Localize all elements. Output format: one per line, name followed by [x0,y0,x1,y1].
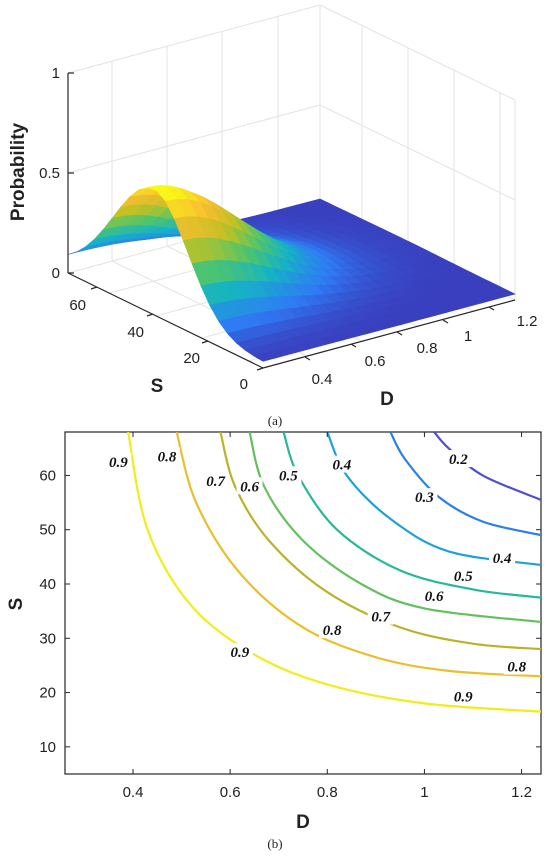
contour-x-tick: 0.6 [220,784,241,801]
panel-a-caption: (a) [268,413,282,428]
surface-y-tick: 40 [127,324,144,341]
contour-label: 0.5 [454,569,473,585]
surface-patch [253,352,276,362]
contour-label-gap [411,488,438,506]
contour-label: 0.7 [206,474,225,490]
contour-line [389,432,541,537]
contour-lines: 0.9 0.9 0.9 0.8 0.8 0.8 0.7 0.7 0.6 0.6 0.5 0.5 0.4 0… [105,432,541,713]
contour-x-tick: 0.8 [317,784,338,801]
contour-panel: 0.90.90.90.80.80.80.70.70.60.60.50.50.40… [6,431,542,851]
contour-label: 0.4 [333,458,352,474]
contour-label-gap [450,566,477,584]
contour-label-gap [450,687,477,705]
contour-label-gap [367,607,394,625]
contour-line [248,432,541,624]
surface-mesh [67,185,516,362]
contour-y-tick: 60 [39,467,56,484]
contour-y-tick: 40 [39,576,56,593]
contour-label-gap [202,471,229,489]
contour-plot-area [64,431,542,775]
surface-z-tick: 0.5 [39,165,60,182]
contour-label: 0.5 [279,468,298,484]
contour-label-gap [226,642,253,660]
surface-x-tick: 1 [464,328,472,345]
surface-y-label: S [151,376,164,397]
contour-y-tick: 20 [39,685,56,702]
contour-x-tick: 1 [420,784,428,801]
surface-x-label: D [380,389,394,410]
surface-y-tick: 20 [183,350,200,367]
surface-z-label: Probability [8,122,29,221]
contour-line [127,432,541,713]
contour-label-gap [236,477,263,495]
contour-label: 0.8 [158,449,177,465]
contour-label: 0.9 [109,455,128,471]
contour-line [175,432,541,678]
contour-line [219,432,541,651]
contour-y-tick: 10 [39,739,56,756]
contour-label: 0.2 [449,452,468,468]
surface-z-tick: 0 [52,265,60,282]
surface-x-tick: 0.8 [417,340,438,357]
contour-label: 0.9 [231,645,250,661]
contour-x-tick: 1.2 [511,784,532,801]
surface-panel: 0 0.5 1 0 20 40 60 0.4 0.6 0.8 1 1.2 Pro… [8,4,538,428]
contour-label-gap [105,452,132,470]
panel-b-caption: (b) [267,836,282,851]
surface-y-tick: 60 [69,297,86,314]
contour-label-gap [503,657,530,675]
surface-y-tick: 0 [240,376,248,393]
contour-label: 0.8 [323,623,342,639]
contour-label-gap [319,621,346,639]
contour-ticks: 0.4 0.6 0.8 1 1.2 10 20 30 40 50 60 [39,432,541,801]
surface-x-tick: 0.4 [312,371,333,388]
contour-label: 0.4 [493,551,512,567]
contour-label-gap [328,455,355,473]
contour-label-gap [489,548,516,566]
contour-label: 0.6 [240,479,259,495]
contour-y-label: S [6,598,27,611]
contour-label: 0.6 [425,589,444,605]
contour-label: 0.8 [507,660,526,676]
contour-label: 0.9 [454,689,473,705]
surface-x-tick: 1.2 [517,313,538,330]
contour-label-gap [445,450,472,468]
contour-y-tick: 50 [39,522,56,539]
contour-y-tick: 30 [39,630,56,647]
surface-x-tick: 0.6 [365,353,386,370]
contour-label-gap [421,586,448,604]
contour-label-gap [275,466,302,484]
contour-x-label: D [296,812,310,833]
contour-label: 0.3 [415,490,434,506]
surface-axes [67,72,516,371]
contour-label-gap [154,447,180,465]
contour-x-tick: 0.4 [123,784,144,801]
surface-z-tick: 1 [52,65,60,82]
contour-label: 0.7 [371,610,390,626]
